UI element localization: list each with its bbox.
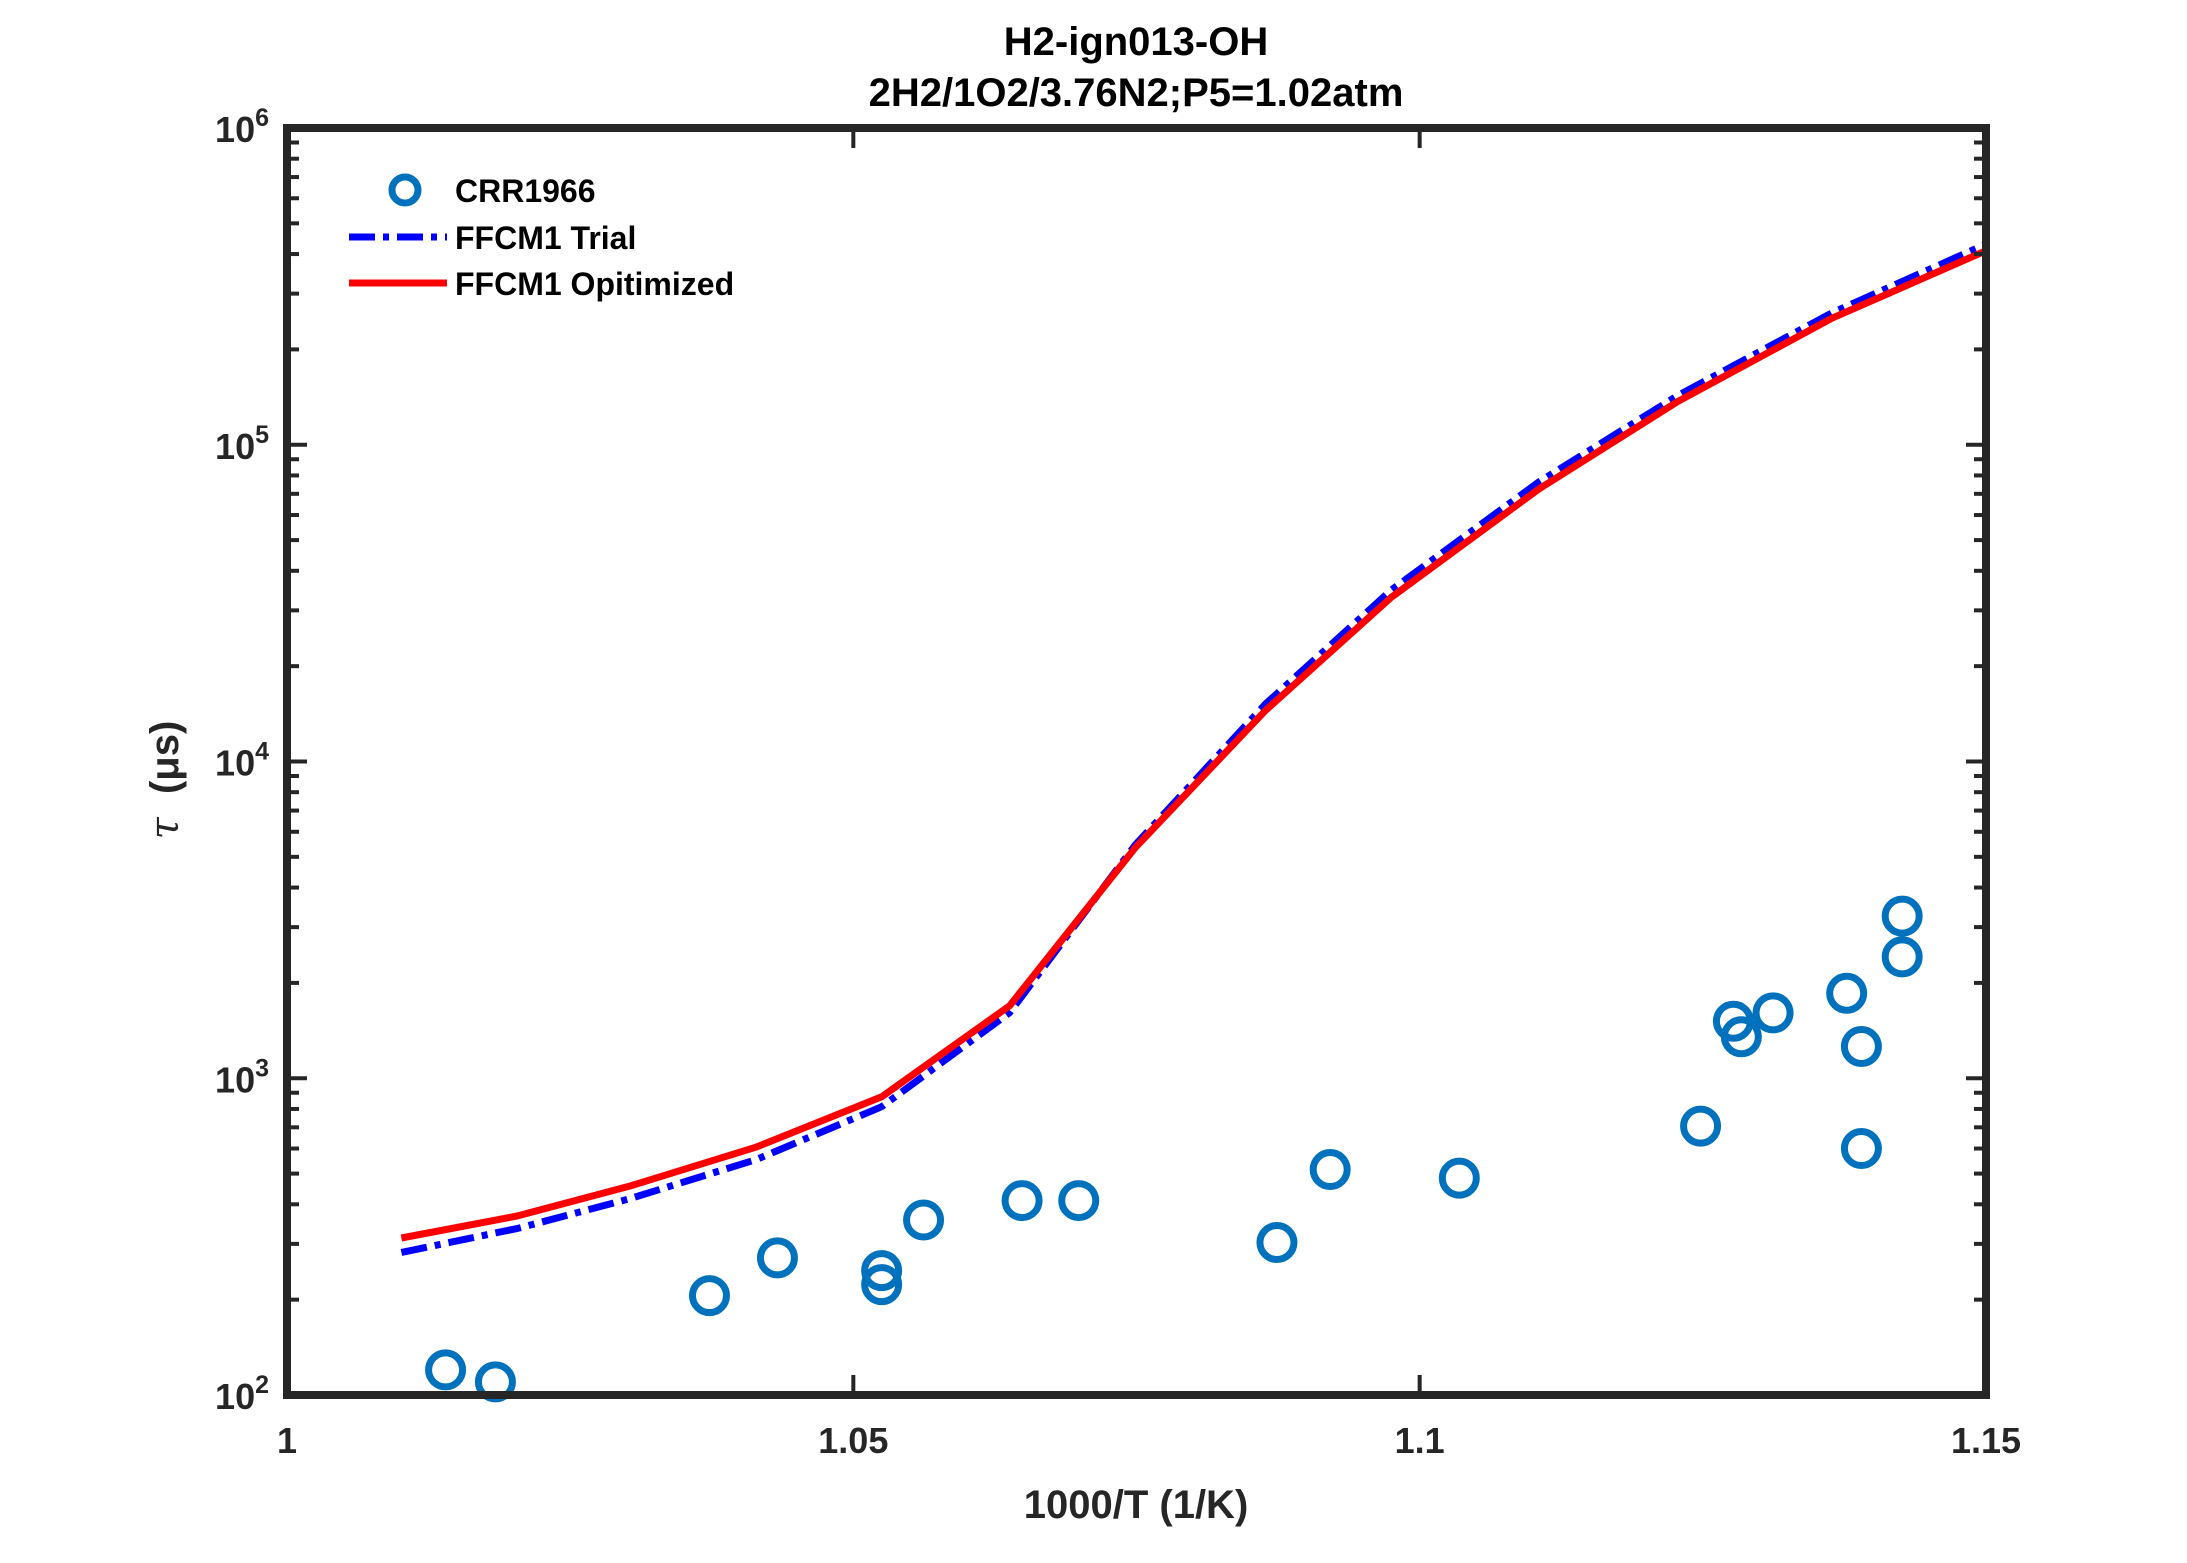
legend-label-ffcm1-optimized: FFCM1 Opitimized [455,266,734,302]
chart-subtitle: 2H2/1O2/3.76N2;P5=1.02atm [869,71,1404,115]
y-axis-symbol: τ [142,816,188,839]
data-point-crr1966 [1256,1222,1298,1264]
data-point-crr1966 [1438,1157,1480,1199]
data-point-crr1966 [1840,1025,1882,1067]
legend-label-ffcm1-trial: FFCM1 Trial [455,220,636,256]
y-axis-unit: (μs) [143,721,187,794]
tick-labels-layer: 1 1.05 1.1 1.15 102 103 104 105 106 [215,104,2021,1461]
data-point-crr1966 [1720,1016,1762,1058]
legend-marker-crr1966 [388,173,422,207]
data-point-crr1966 [688,1275,730,1317]
y-tick-label: 105 [215,421,269,467]
data-point-crr1966 [861,1264,903,1306]
data-point-crr1966 [1881,895,1923,937]
data-point-crr1966 [1001,1180,1043,1222]
chart-title: H2-ign013-OH [1004,20,1269,64]
x-tick-label: 1.05 [818,1420,888,1461]
x-tick-label: 1.1 [1395,1420,1445,1461]
y-tick-label: 102 [215,1371,269,1417]
y-tick-label: 104 [215,738,269,784]
data-point-crr1966 [1881,936,1923,978]
data-point-crr1966 [861,1250,903,1292]
data-point-crr1966 [1840,1128,1882,1170]
axes-box [283,124,1990,1399]
legend: CRR1966 FFCM1 Trial FFCM1 Opitimized [349,173,734,302]
series-layer [400,240,1987,1403]
data-point-crr1966 [756,1237,798,1279]
data-point-crr1966 [1058,1180,1100,1222]
data-point-crr1966 [1752,992,1794,1034]
data-point-crr1966 [903,1199,945,1241]
data-point-crr1966 [1826,972,1868,1014]
plot-area [287,128,1986,1395]
x-tick-label: 1.15 [1951,1420,2021,1461]
y-tick-label: 103 [215,1054,269,1100]
x-axis-label: 1000/T (1/K) [1024,1483,1249,1527]
legend-label-crr1966: CRR1966 [455,173,596,209]
data-point-crr1966 [1309,1149,1351,1191]
svg-text:τ (μs): τ (μs) [142,721,188,840]
x-tick-label: 1 [277,1420,297,1461]
data-point-crr1966 [1680,1105,1722,1147]
y-tick-label: 106 [215,104,269,150]
y-axis-label: τ (μs) [142,721,188,840]
data-point-crr1966 [425,1349,467,1391]
